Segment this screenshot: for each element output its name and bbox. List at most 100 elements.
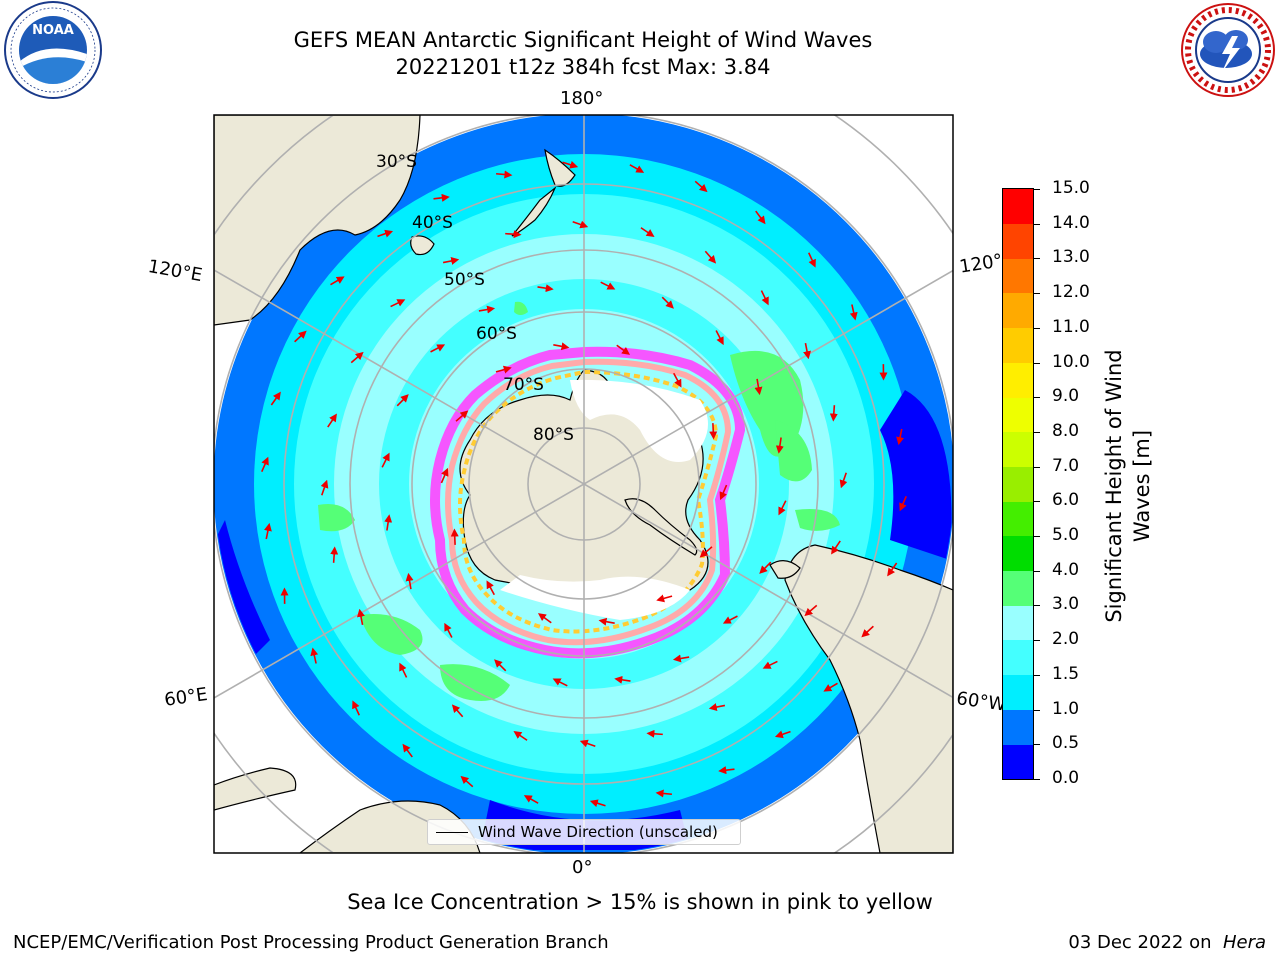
colorbar-segment: [1003, 223, 1033, 259]
colorbar-segment: [1003, 327, 1033, 363]
colorbar-tick-label: 12.0: [1052, 282, 1090, 303]
wave-direction-arrow: [352, 700, 361, 716]
colorbar-segment: [1003, 744, 1033, 780]
colorbar-tick-label: 7.0: [1052, 455, 1080, 476]
wave-direction-arrow: [513, 731, 528, 741]
colorbar-tick: [1034, 189, 1040, 190]
wave-direction-arrow: [861, 625, 874, 638]
colorbar-tick: [1034, 466, 1040, 468]
colorbar-tick-label: 1.0: [1052, 698, 1080, 719]
wave-direction-arrow: [537, 284, 554, 293]
colorbar-tick-label: 3.0: [1052, 594, 1080, 615]
wave-direction-arrow: [759, 561, 772, 574]
colorbar-tick: [1034, 779, 1040, 780]
wave-direction-arrow: [823, 682, 838, 692]
colorbar-tick-label: 6.0: [1052, 490, 1080, 511]
wave-direction-arrow: [494, 659, 507, 672]
wave-direction-arrow: [350, 351, 364, 364]
sea-ice-edge: [430, 346, 746, 659]
colorbar-tick-label: 10.0: [1052, 351, 1090, 372]
wave-direction-arrow: [451, 704, 464, 718]
colorbar-tick: [1034, 362, 1040, 364]
colorbar-tick: [1034, 293, 1040, 295]
colorbar-tick-label: 15.0: [1052, 178, 1090, 198]
colorbar-tick: [1034, 640, 1040, 642]
colorbar-segment: [1003, 397, 1033, 433]
chart-title: GEFS MEAN Antarctic Significant Height o…: [293, 28, 873, 52]
colorbar-tick-label: 0.5: [1052, 733, 1080, 754]
colorbar-tick-label: 5.0: [1052, 525, 1080, 546]
wave-direction-arrow: [598, 617, 615, 626]
footer-credit: NCEP/EMC/Verification Post Processing Pr…: [13, 932, 609, 953]
footer-date-text: 03 Dec 2022 on: [1068, 932, 1223, 953]
colorbar-tick: [1034, 327, 1040, 329]
wave-direction-arrow: [600, 281, 616, 290]
wave-direction-arrow: [672, 654, 690, 663]
colorbar-tick-label: 0.0: [1052, 768, 1080, 788]
colorbar-segment: [1003, 640, 1033, 676]
wave-direction-arrow: [553, 342, 570, 351]
wave-direction-arrow: [709, 423, 718, 440]
wave-direction-arrow: [496, 170, 513, 179]
wave-direction-arrow: [310, 647, 319, 664]
colorbar-segment: [1003, 536, 1033, 572]
wave-direction-arrow: [655, 789, 672, 798]
colorbar-tick-label: 2.0: [1052, 629, 1080, 650]
wave-direction-arrow: [656, 594, 673, 603]
lat-label-30s: 30°S: [376, 152, 417, 172]
wave-direction-arrow: [719, 484, 728, 501]
colorbar-tick: [1034, 709, 1040, 711]
wave-direction-arrow: [829, 405, 838, 422]
colorbar-segment: [1003, 605, 1033, 641]
wave-direction-arrow: [673, 372, 682, 388]
colorbar-segment: [1003, 362, 1033, 398]
colorbar-segment: [1003, 189, 1033, 224]
wave-direction-arrow: [804, 604, 818, 617]
wave-direction-arrow: [831, 540, 841, 555]
lat-label-60s: 60°S: [476, 324, 517, 344]
footer-date: 03 Dec 2022 on Hera: [1068, 932, 1266, 953]
colorbar-tick-label: 1.5: [1052, 663, 1080, 684]
wave-direction-arrow: [552, 678, 568, 687]
wave-direction-arrow: [405, 572, 414, 590]
wave-direction-arrow: [715, 330, 724, 346]
wave-direction-arrow: [330, 276, 345, 286]
wave-direction-arrow: [495, 365, 512, 374]
colorbar-segment: [1003, 293, 1033, 329]
wave-direction-arrow: [261, 456, 269, 473]
colorbar-tick: [1034, 258, 1040, 260]
wave-direction-arrow: [294, 330, 307, 343]
wave-direction-arrow: [442, 257, 460, 265]
wave-direction-arrow: [694, 180, 708, 193]
noaa-logo-icon: NOAA: [4, 1, 102, 99]
wave-direction-arrow: [357, 608, 365, 626]
wave-direction-arrow: [760, 290, 769, 306]
map-frame: [213, 114, 954, 854]
wave-direction-arrow: [762, 660, 778, 669]
lat-label-70s: 70°S: [503, 375, 544, 395]
wave-direction-arrow: [722, 615, 738, 624]
wave-direction-arrow: [699, 546, 713, 558]
wave-direction-arrow: [402, 743, 413, 758]
colorbar-tick: [1034, 744, 1040, 746]
map-legend: Wind Wave Direction (unscaled): [427, 819, 741, 845]
sea-ice-note: Sea Ice Concentration > 15% is shown in …: [347, 890, 933, 914]
colorbar-segment: [1003, 674, 1033, 710]
wave-direction-arrow: [486, 580, 495, 596]
wave-direction-arrows: [261, 160, 907, 808]
wave-direction-arrow: [455, 410, 469, 422]
wave-direction-arrow: [579, 739, 596, 748]
colorbar-tick-label: 14.0: [1052, 212, 1090, 233]
colorbar-tick: [1034, 674, 1040, 676]
footer-machine: Hera: [1222, 932, 1266, 953]
wave-direction-arrow: [399, 662, 408, 678]
wave-direction-arrow: [460, 775, 474, 788]
wave-direction-arrow: [661, 296, 674, 309]
colorbar-segment: [1003, 258, 1033, 294]
colorbar-tick-label: 13.0: [1052, 247, 1090, 268]
colorbar-tick: [1034, 431, 1040, 433]
wave-direction-arrow: [774, 730, 791, 739]
wave-direction-arrow: [754, 378, 763, 396]
wave-direction-arrow: [589, 799, 606, 808]
